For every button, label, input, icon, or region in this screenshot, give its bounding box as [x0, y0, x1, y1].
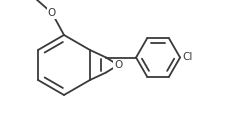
Text: O: O [114, 60, 122, 70]
Text: Cl: Cl [182, 52, 193, 62]
Text: O: O [48, 8, 56, 18]
